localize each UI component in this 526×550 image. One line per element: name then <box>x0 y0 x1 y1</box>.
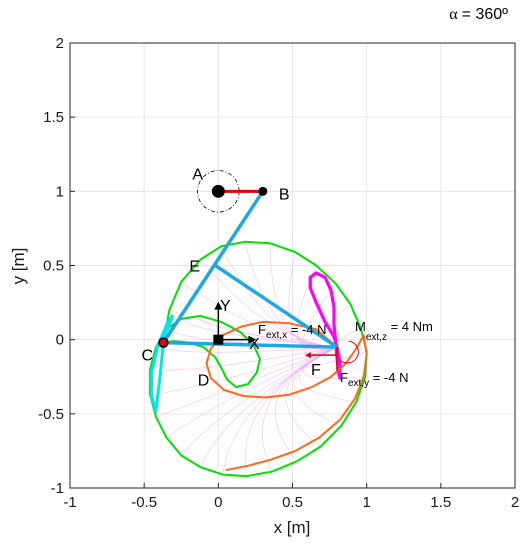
series-group <box>149 240 368 478</box>
angle-readout: α = 360º <box>449 6 508 24</box>
links-group <box>161 170 359 372</box>
x-tick-label: 0 <box>214 494 222 511</box>
trajectory-fan-line <box>166 346 338 438</box>
y-tick-label: 0.5 <box>43 258 64 275</box>
y-tick-label: 0 <box>56 332 64 349</box>
y-tick-label: -1 <box>51 480 64 497</box>
y-axis-label: y [m] <box>9 248 28 285</box>
point-label-e: E <box>189 259 200 276</box>
frame-x-label: X <box>249 336 260 353</box>
x-axis-label: x [m] <box>274 518 311 537</box>
x-tick-label: -1 <box>63 494 76 511</box>
point-label-d: D <box>198 372 210 389</box>
green-trajectory <box>149 240 368 478</box>
link-ef <box>214 264 338 349</box>
fext-x-main: F <box>258 322 266 337</box>
y-tick-label: 1.5 <box>43 109 64 126</box>
trajectory-fan-line <box>155 346 338 418</box>
frame-origin-square <box>213 334 224 345</box>
joint-a-marker <box>211 184 225 198</box>
x-tick-label: 2 <box>511 494 519 511</box>
mext-z-tail: = 4 Nm <box>387 319 433 334</box>
trajectory-fan-line <box>155 346 338 353</box>
x-tick-label: 1.5 <box>430 494 451 511</box>
frame-y-arrow <box>214 301 223 310</box>
point-label-c: C <box>141 348 153 365</box>
mext-z-annotation: Mext,z = 4 Nm <box>355 319 433 343</box>
frame-y-label: Y <box>220 298 231 315</box>
fext-x-tail: = -4 N <box>287 322 326 337</box>
fext-y-tail: = -4 N <box>369 370 408 385</box>
joint-b-marker <box>258 186 268 196</box>
link-cf <box>163 340 338 349</box>
link-bc <box>161 190 265 344</box>
trajectory-fan <box>150 241 367 477</box>
fext-y-annotation: Fext,y = -4 N <box>340 370 408 389</box>
trajectory-fan-line <box>296 265 338 352</box>
orange-trajectory <box>205 320 368 472</box>
x-tick-label: 0.5 <box>282 494 303 511</box>
cyan-trajectory <box>150 314 174 413</box>
fext-x-annotation: Fext,x = -4 N <box>258 322 326 341</box>
angle-value: = 360º <box>461 6 508 23</box>
x-tick-label: -0.5 <box>131 494 157 511</box>
y-tick-label: -0.5 <box>38 406 64 423</box>
mext-z-sub: ext,z <box>366 332 387 343</box>
y-tick-label: 1 <box>56 183 64 200</box>
marks-group: A B E C D F <box>141 166 321 389</box>
y-tick-label: 2 <box>56 35 64 52</box>
ticks-group: -1 -0.5 0 0.5 1 1.5 2 -1 -0.5 0 0.5 1 1.5 2 <box>38 35 519 511</box>
point-label-f: F <box>311 362 321 379</box>
fext-y-main: F <box>340 370 348 385</box>
trajectory-fan-line <box>181 346 338 456</box>
fext-y-sub: ext,y <box>348 378 369 389</box>
fext-x-sub: ext,x <box>266 330 287 341</box>
trajectory-fan-line <box>150 346 338 395</box>
frame-x-arrow <box>248 335 257 344</box>
point-label-a: A <box>192 166 203 183</box>
angle-symbol: α <box>449 6 458 23</box>
joint-c-marker <box>158 337 169 348</box>
mext-z-arc <box>338 340 359 364</box>
point-label-b: B <box>279 186 290 203</box>
x-tick-label: 1 <box>362 494 370 511</box>
mext-z-main: M <box>355 319 366 334</box>
trajectory-fan-line <box>200 346 338 468</box>
magenta-trajectory <box>308 271 342 380</box>
fext-x-arrowhead <box>305 352 311 359</box>
